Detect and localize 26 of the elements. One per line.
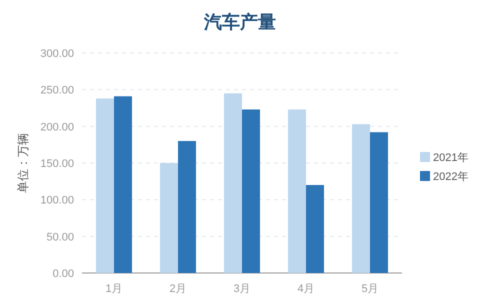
y-tick-label: 100.00 <box>40 194 74 207</box>
bar <box>114 96 132 273</box>
y-axis-title: 单位：万辆 <box>16 133 30 193</box>
bar <box>178 141 196 273</box>
x-tick-label: 1月 <box>105 283 123 295</box>
bar <box>224 93 242 273</box>
x-tick-label: 2月 <box>169 283 187 295</box>
y-tick-label: 0.00 <box>52 268 74 280</box>
bar <box>370 132 388 273</box>
y-tick-label: 200.00 <box>40 121 74 134</box>
x-tick-label: 5月 <box>361 283 379 295</box>
y-tick-label: 300.00 <box>40 48 74 60</box>
y-tick-label: 250.00 <box>40 84 74 97</box>
x-tick-label: 4月 <box>297 283 315 295</box>
bar <box>242 109 260 273</box>
y-tick-label: 150.00 <box>40 158 74 170</box>
y-tick-label: 50.00 <box>46 231 74 244</box>
bar <box>160 163 178 273</box>
bar <box>306 185 324 273</box>
chart-title: 汽车产量 <box>203 12 276 32</box>
legend-label: 2022年 <box>433 171 468 183</box>
legend-label: 2021年 <box>433 152 468 164</box>
bar <box>352 124 370 273</box>
bar <box>288 109 306 273</box>
bar <box>96 98 114 273</box>
x-tick-label: 3月 <box>233 283 251 295</box>
